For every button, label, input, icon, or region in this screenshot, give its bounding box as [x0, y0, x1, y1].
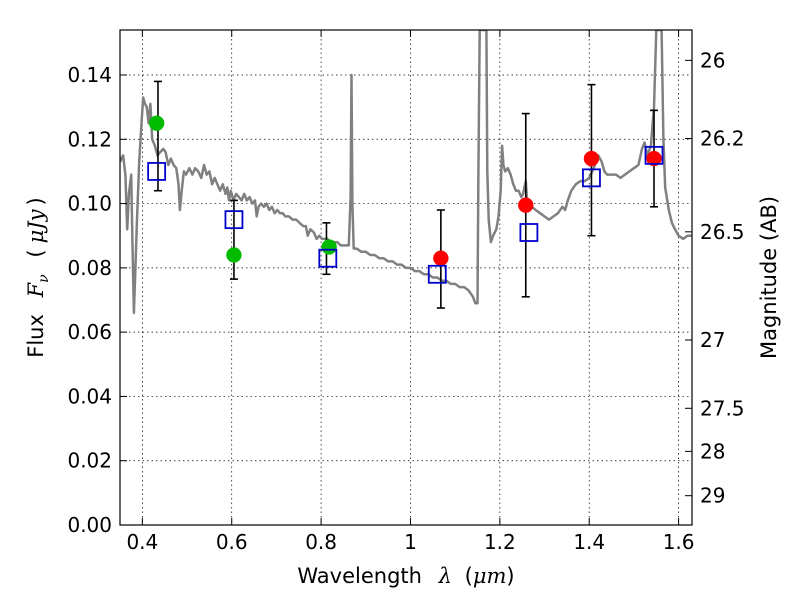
model-flux-square	[147, 162, 167, 181]
y-tick-label: 0.12	[67, 127, 112, 151]
x-tick-label: 0.4	[126, 530, 158, 554]
x-tick-label: 0.8	[305, 530, 337, 554]
model-spectrum-line	[120, 30, 692, 315]
y-tick-label: 0.06	[67, 320, 112, 344]
photometry-point	[583, 150, 600, 167]
y-tick-label: 0.10	[67, 192, 112, 216]
photometry-point	[148, 115, 165, 131]
y-tick-label: 0.04	[67, 384, 112, 408]
x-tick-label: 1.6	[663, 530, 695, 554]
model-flux-square	[582, 168, 601, 188]
x-tick-label: 1.2	[484, 530, 516, 554]
magnitude-tick-label: 29	[700, 484, 725, 508]
y-tick-label: 0.14	[67, 63, 112, 87]
photometry-point	[646, 150, 662, 167]
plot-area	[120, 30, 692, 315]
model-flux-square	[427, 264, 447, 284]
magnitude-tick-label: 26.5	[700, 220, 745, 244]
plot-frame	[119, 29, 693, 526]
model-flux-square	[318, 248, 338, 268]
x-tick-label: 0.6	[216, 530, 248, 554]
y-axis-title: Flux Fν (μJy)	[24, 197, 53, 357]
y-tick-label: 0.00	[67, 513, 112, 537]
photometry-point	[226, 247, 242, 263]
y-tick-label: 0.02	[67, 449, 112, 473]
model-flux-square	[224, 210, 244, 230]
photometry-point	[321, 239, 337, 255]
y-tick-label: 0.08	[67, 256, 112, 280]
model-flux-square	[644, 145, 664, 165]
magnitude-tick-label: 27.5	[700, 396, 745, 420]
photometry-point	[518, 197, 534, 213]
x-tick-label: 1.4	[573, 530, 605, 554]
model-flux-square	[519, 223, 539, 242]
magnitude-tick-label: 28	[700, 439, 725, 463]
magnitude-tick-label: 26	[700, 48, 725, 72]
magnitude-tick-label: 27	[700, 328, 725, 352]
magnitude-tick-label: 26.2	[700, 127, 745, 151]
magnitude-axis-title: Magnitude (AB)	[757, 196, 781, 359]
grid	[120, 30, 692, 526]
photometry-point	[433, 250, 449, 266]
x-tick-label: 1	[404, 530, 417, 554]
axis-ticks: 0.4 0.6 0.8 1 1.2 1.4 1.6 0.00 0.02 0.04 0.06 0.08 0…	[67, 30, 745, 554]
x-axis-title: Wavelength λ (μm)	[297, 564, 514, 588]
